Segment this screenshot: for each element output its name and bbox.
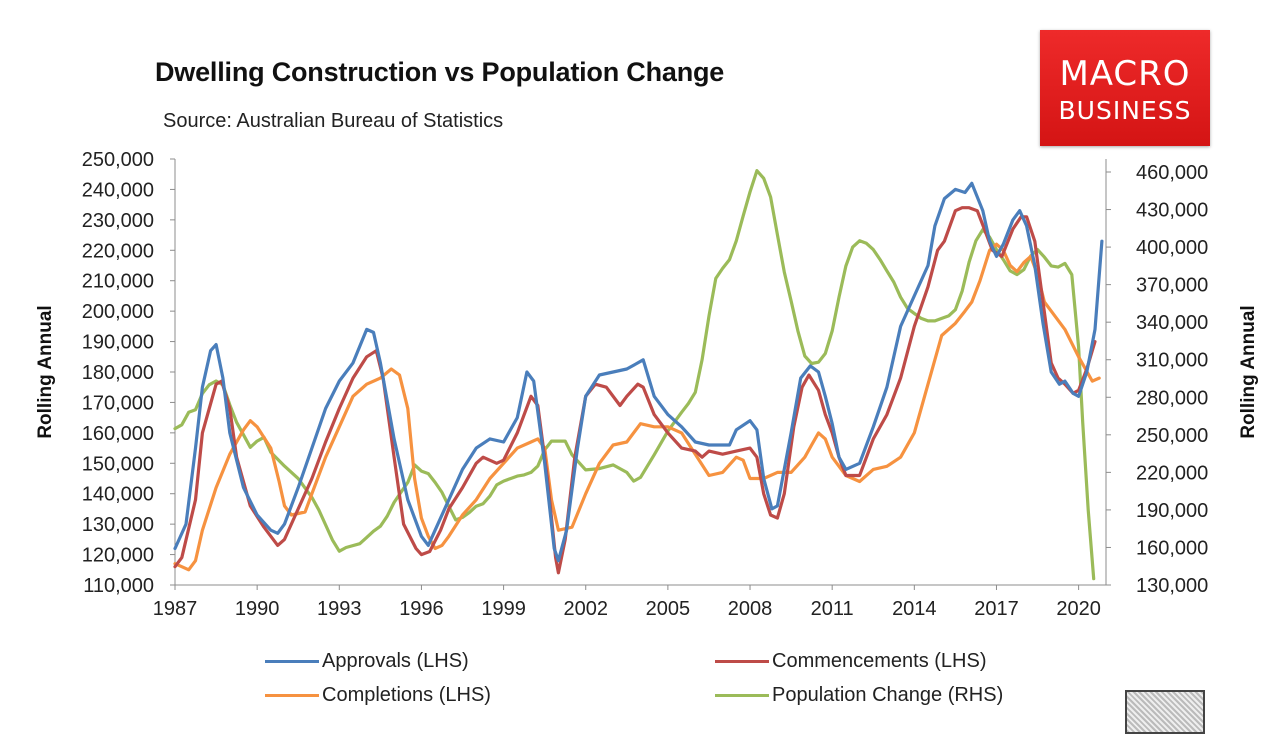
series-line-approvals	[173, 181, 1104, 563]
x-tick-label: 2014	[892, 598, 937, 620]
legend-label-completions: Completions (LHS)	[322, 684, 491, 706]
left-tick-label: 240,000	[82, 179, 154, 201]
x-tick-label: 2005	[646, 598, 691, 620]
x-tick-label: 1993	[317, 598, 362, 620]
legend-label-population-change: Population Change (RHS)	[772, 684, 1004, 706]
left-tick-label: 150,000	[82, 453, 154, 475]
legend-swatch-completions	[265, 694, 319, 697]
left-tick-label: 210,000	[82, 271, 154, 293]
legend-commencements: Commencements (LHS)	[715, 650, 987, 673]
x-tick-label: 1990	[235, 598, 280, 620]
series-line-population-change	[173, 169, 1096, 581]
series-line-commencements	[173, 206, 1097, 575]
x-tick-label: 2008	[728, 598, 773, 620]
legend-swatch-commencements	[715, 660, 769, 663]
left-tick-label: 120,000	[82, 545, 154, 567]
right-tick-label: 400,000	[1136, 237, 1208, 259]
x-tick-label: 2011	[811, 598, 854, 620]
chart-title: Dwelling Construction vs Population Chan…	[155, 57, 725, 87]
left-tick-label: 230,000	[82, 210, 154, 232]
legend-approvals: Approvals (LHS)	[265, 650, 469, 673]
x-tick-label: 1987	[153, 598, 198, 620]
right-tick-label: 280,000	[1136, 387, 1208, 409]
right-tick-label: 310,000	[1136, 350, 1208, 372]
x-tick-label: 1999	[481, 598, 526, 620]
right-tick-label: 370,000	[1136, 275, 1208, 297]
x-tick-label: 1996	[399, 598, 444, 620]
left-tick-label: 180,000	[82, 362, 154, 384]
left-tick-label: 130,000	[82, 514, 154, 536]
x-tick-label: 2020	[1056, 598, 1101, 620]
legend-completions: Completions (LHS)	[265, 684, 491, 707]
left-tick-label: 190,000	[82, 332, 154, 354]
legend-swatch-approvals	[265, 660, 319, 663]
legend-label-approvals: Approvals (LHS)	[322, 650, 469, 672]
right-tick-label: 160,000	[1136, 537, 1208, 559]
chart-subtitle: Source: Australian Bureau of Statistics	[163, 110, 504, 132]
logo-line-1: MACRO	[1059, 54, 1191, 94]
right-tick-label: 340,000	[1136, 312, 1208, 334]
left-tick-label: 220,000	[82, 240, 154, 262]
legend-label-commencements: Commencements (LHS)	[772, 650, 987, 672]
left-tick-label: 200,000	[82, 301, 154, 323]
left-tick-label: 160,000	[82, 423, 154, 445]
right-tick-label: 250,000	[1136, 425, 1208, 447]
right-tick-label: 460,000	[1136, 162, 1208, 184]
right-tick-label: 190,000	[1136, 500, 1208, 522]
left-tick-label: 250,000	[82, 149, 154, 171]
series-line-completions	[173, 242, 1101, 572]
right-tick-label: 430,000	[1136, 200, 1208, 222]
macro-business-logo: MACRO BUSINESS	[1040, 30, 1210, 146]
left-tick-label: 170,000	[82, 392, 154, 414]
legend-population-change: Population Change (RHS)	[715, 684, 1003, 707]
right-tick-label: 130,000	[1136, 575, 1208, 597]
legend-swatch-population-change	[715, 694, 769, 697]
x-tick-label: 2017	[974, 598, 1019, 620]
watermark-stamp	[1125, 690, 1205, 734]
right-tick-label: 220,000	[1136, 462, 1208, 484]
logo-line-2: BUSINESS	[1058, 96, 1192, 125]
x-tick-label: 2002	[563, 598, 608, 620]
left-tick-label: 110,000	[83, 575, 154, 597]
left-tick-label: 140,000	[82, 484, 154, 506]
